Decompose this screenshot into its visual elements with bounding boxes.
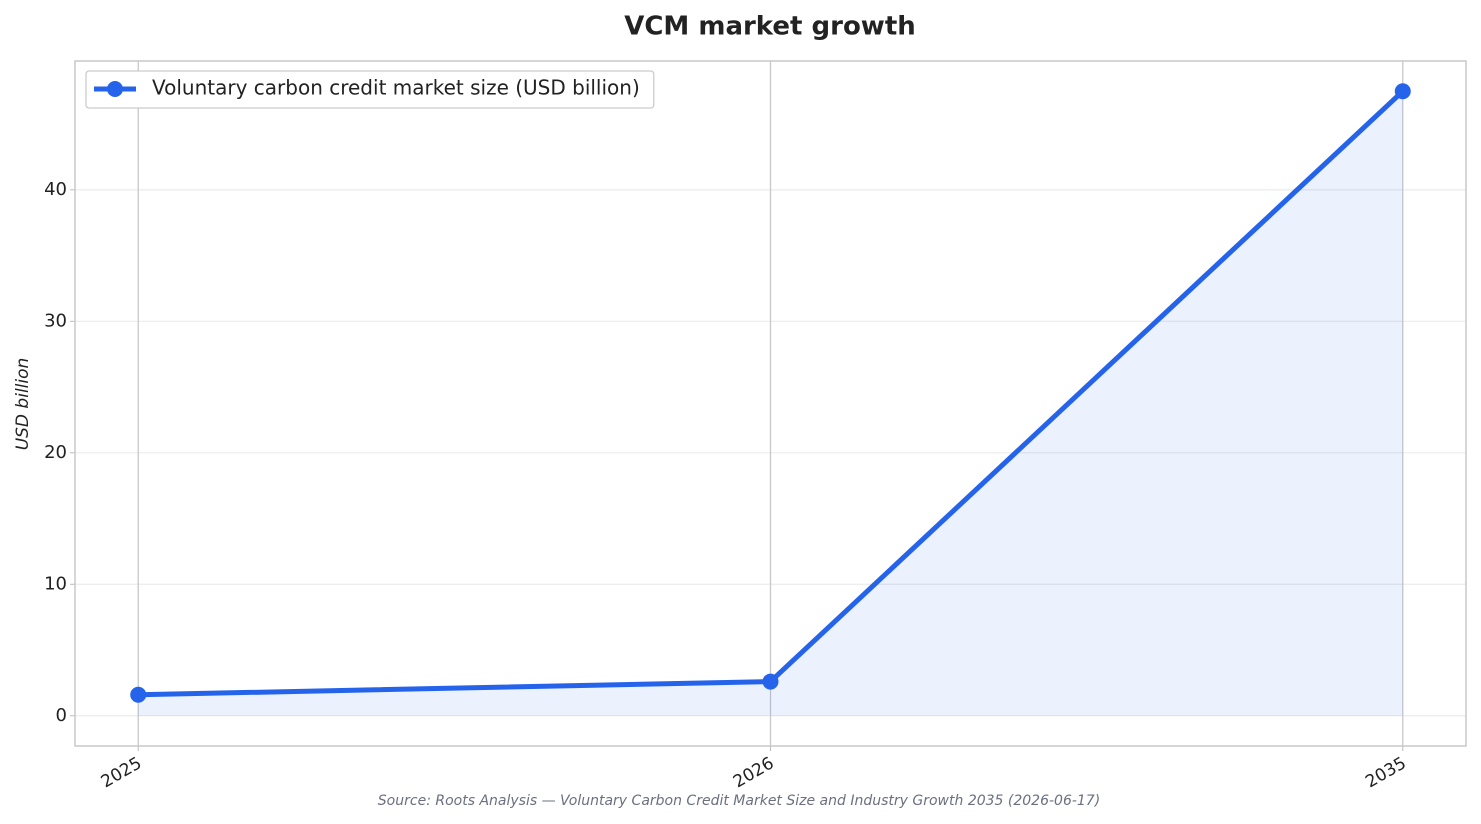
area xyxy=(138,91,1403,716)
marker xyxy=(1394,83,1411,100)
plot-frame xyxy=(74,60,1467,747)
y-tick-label: 0 xyxy=(56,705,67,726)
source-note: Source: Roots Analysis — Voluntary Carbo… xyxy=(378,793,1100,809)
marker xyxy=(130,686,147,703)
legend-box xyxy=(85,70,655,109)
y-tick-label: 10 xyxy=(44,573,67,594)
y-tick-label: 40 xyxy=(44,179,67,200)
y-tick-label: 20 xyxy=(44,442,67,463)
chart-title: VCM market growth xyxy=(624,12,916,42)
y-axis-label: USD billion xyxy=(13,358,33,451)
marker xyxy=(762,673,779,690)
legend-marker xyxy=(107,81,123,97)
legend: Voluntary carbon credit market size (USD… xyxy=(85,70,655,109)
y-tick-label: 30 xyxy=(44,310,67,331)
legend-label: Voluntary carbon credit market size (USD… xyxy=(152,76,640,100)
